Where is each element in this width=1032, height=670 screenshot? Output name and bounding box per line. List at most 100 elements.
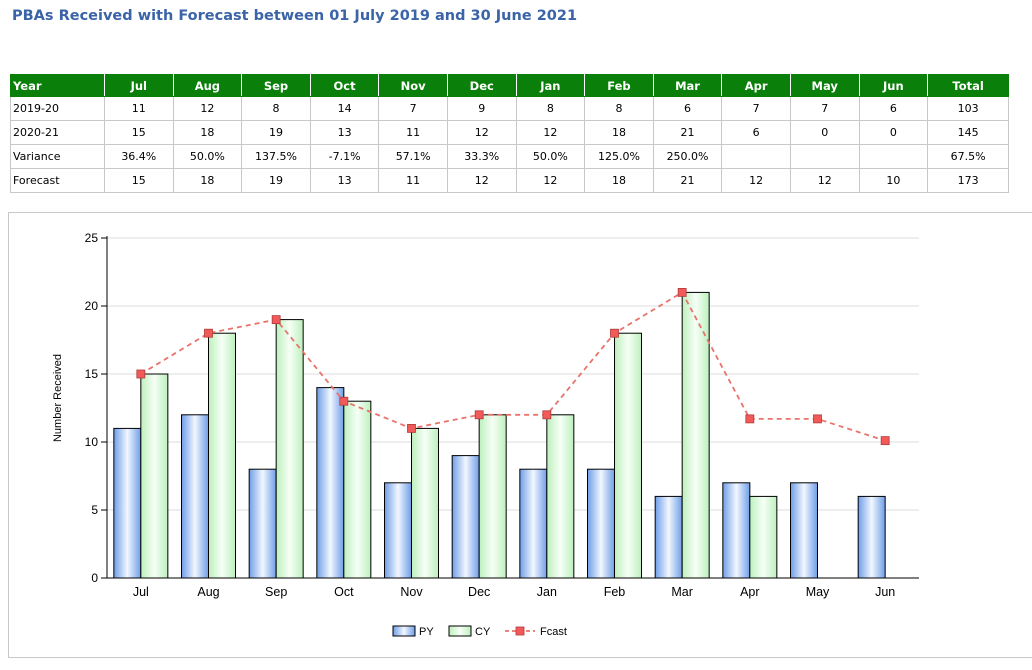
x-tick-label: Apr xyxy=(740,585,759,599)
x-tick-label: Nov xyxy=(400,585,423,599)
table-header-cell: Dec xyxy=(446,74,517,97)
legend-label: Fcast xyxy=(540,626,567,638)
summary-table: Year Jul Aug Sep Oct Nov Dec Jan Feb Mar Apr May Jun… xyxy=(10,74,1010,193)
table-cell: 18 xyxy=(584,168,654,193)
table-cell: 2020-21 xyxy=(10,120,105,145)
table-cell: 50.0% xyxy=(172,144,243,169)
table-cell: Variance xyxy=(10,144,105,169)
fcast-marker xyxy=(407,423,416,433)
table-cell: 10 xyxy=(858,168,929,193)
bar-cy xyxy=(411,427,439,579)
table-cell: 8 xyxy=(515,96,586,121)
table-cell xyxy=(721,144,791,169)
table-cell: 18 xyxy=(172,120,243,145)
legend-label: CY xyxy=(475,626,491,638)
bar-cy xyxy=(208,332,236,579)
x-tick-label: Dec xyxy=(468,585,490,599)
table-row: Forecast 15 18 19 13 11 12 12 18 21 12 12 10 173 xyxy=(10,168,1010,193)
bar-py xyxy=(790,482,818,579)
bar-py xyxy=(519,468,548,579)
table-cell: 14 xyxy=(309,96,380,121)
table-row: 2020-21 15 18 19 13 11 12 12 18 21 6 0 0 145 xyxy=(10,120,1010,145)
fcast-marker xyxy=(610,328,619,338)
table-cell: 19 xyxy=(241,120,311,145)
page-title: PBAs Received with Forecast between 01 J… xyxy=(12,8,578,24)
y-tick-label: 0 xyxy=(91,571,98,585)
table-row: 2019-20 11 12 8 14 7 9 8 8 6 7 7 6 103 xyxy=(10,96,1010,121)
table-cell: 12 xyxy=(172,96,243,121)
bar-py xyxy=(722,482,751,579)
x-tick-label: Feb xyxy=(604,585,626,599)
table-cell: 67.5% xyxy=(927,144,1010,169)
table-cell: -7.1% xyxy=(309,144,380,169)
table-cell: 137.5% xyxy=(241,144,311,169)
bar-py xyxy=(451,455,480,579)
fcast-marker xyxy=(136,369,146,379)
legend-marker-fcast xyxy=(515,626,525,636)
table-cell: 7 xyxy=(789,96,860,121)
table-cell: 15 xyxy=(104,120,174,145)
bar-py xyxy=(113,427,142,579)
table-cell: 12 xyxy=(446,120,517,145)
table-cell: 0 xyxy=(789,120,860,145)
table-cell: 21 xyxy=(652,120,723,145)
table-cell: 11 xyxy=(378,168,448,193)
bar-py xyxy=(316,387,345,579)
fcast-marker xyxy=(880,436,890,446)
table-header-cell: May xyxy=(789,74,860,97)
bar-cy xyxy=(275,319,304,579)
fcast-marker xyxy=(271,315,281,324)
table-header-cell: Jun xyxy=(858,74,929,97)
bar-py xyxy=(384,482,412,579)
table-cell: 9 xyxy=(446,96,517,121)
table-cell: 11 xyxy=(104,96,174,121)
table-cell: 11 xyxy=(378,120,448,145)
table-cell: 18 xyxy=(584,120,654,145)
table-cell: 250.0% xyxy=(652,144,723,169)
chart-frame: 0 5 10 15 20 25 Number Received Jul Aug Sep Oct Nov… xyxy=(8,212,1032,658)
table-header-cell: Jul xyxy=(104,74,174,97)
table-cell: 6 xyxy=(652,96,723,121)
bar-py xyxy=(248,468,277,579)
x-tick-label: May xyxy=(806,585,830,599)
table-cell: 21 xyxy=(652,168,723,193)
legend-swatch-cy xyxy=(448,625,472,637)
x-tick-label: Jul xyxy=(133,585,149,599)
table-row: Variance 36.4% 50.0% 137.5% -7.1% 57.1% 33.3% 5… xyxy=(10,144,1010,169)
table-cell: 173 xyxy=(927,168,1010,193)
bar-cy xyxy=(343,400,372,579)
table-cell: 57.1% xyxy=(378,144,448,169)
table-cell: 125.0% xyxy=(584,144,654,169)
y-tick-label: 5 xyxy=(91,503,98,517)
table-cell: 6 xyxy=(858,96,929,121)
table-cell: 36.4% xyxy=(104,144,174,169)
legend-label: PY xyxy=(419,626,434,638)
table-header-cell: Jan xyxy=(515,74,586,97)
table-cell: 12 xyxy=(515,168,586,193)
bar-py xyxy=(181,414,209,579)
table-cell: 18 xyxy=(172,168,243,193)
bar-cy xyxy=(681,291,710,579)
table-header-cell: Total xyxy=(927,74,1010,97)
table-body: 2019-20 11 12 8 14 7 9 8 8 6 7 7 6 103 2020-21 15 18 19 13… xyxy=(10,96,1010,193)
table-cell: 8 xyxy=(241,96,311,121)
chart: 0 5 10 15 20 25 Number Received Jul Aug Sep Oct Nov… xyxy=(52,231,919,638)
y-tick-label: 20 xyxy=(85,299,99,313)
bar-py xyxy=(654,495,683,579)
table-cell xyxy=(789,144,860,169)
fcast-marker xyxy=(542,410,552,420)
bar-cy xyxy=(614,332,642,579)
table-header-cell: Sep xyxy=(241,74,311,97)
table-cell: 7 xyxy=(721,96,791,121)
fcast-marker xyxy=(204,328,213,338)
table-cell: 7 xyxy=(378,96,448,121)
table-header-cell: Oct xyxy=(309,74,380,97)
table-header-cell: Nov xyxy=(378,74,448,97)
table-header-cell: Mar xyxy=(652,74,723,97)
fcast-marker xyxy=(339,396,349,406)
fcast-marker xyxy=(474,410,484,420)
table-cell: 12 xyxy=(515,120,586,145)
table-header-cell: Year xyxy=(10,74,105,97)
x-tick-label: Jan xyxy=(537,585,557,599)
table-cell: 12 xyxy=(789,168,860,193)
